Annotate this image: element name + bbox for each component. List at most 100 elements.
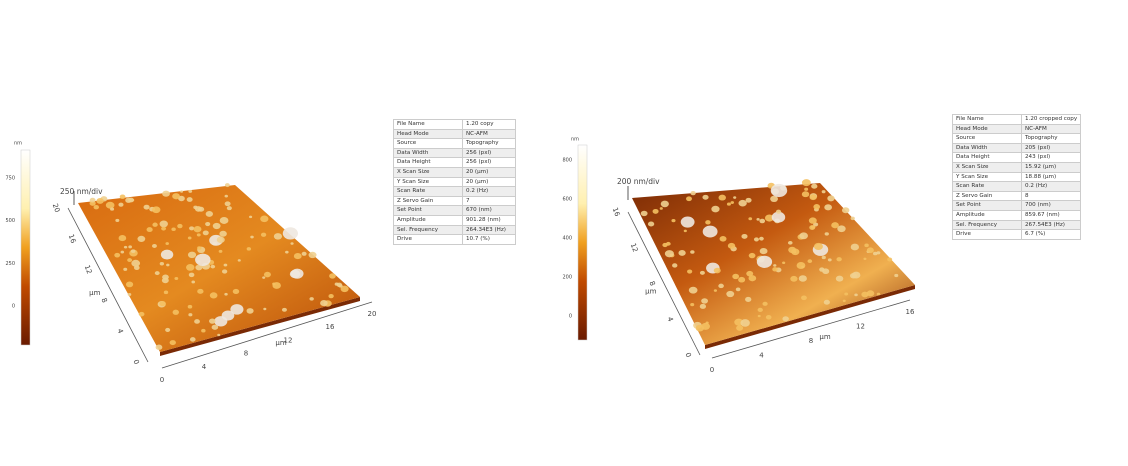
grain	[736, 325, 743, 331]
grain	[738, 277, 745, 283]
grain	[165, 242, 168, 245]
grain	[159, 301, 166, 306]
parameter-value: 10.7 (%)	[463, 235, 516, 245]
grain	[740, 319, 749, 327]
parameter-value: 267.54E3 (Hz)	[1022, 220, 1081, 230]
grain	[887, 257, 892, 261]
grain	[822, 256, 826, 259]
parameter-name: Z Servo Gain	[953, 191, 1022, 201]
grain	[209, 319, 216, 324]
grain	[152, 244, 157, 248]
grain	[690, 191, 695, 195]
grain	[749, 253, 756, 258]
grain	[701, 298, 708, 303]
grain	[648, 221, 654, 226]
grain	[802, 179, 811, 186]
grain	[758, 315, 761, 317]
grain	[294, 253, 302, 259]
grain	[760, 248, 768, 254]
parameter-value: 20 (µm)	[463, 167, 516, 177]
grain	[249, 216, 252, 219]
grain	[173, 310, 179, 315]
grain	[147, 227, 153, 232]
grain	[191, 281, 195, 284]
colorbar-unit: nm	[14, 141, 22, 147]
parameter-value: NC-AFM	[1022, 124, 1081, 134]
parameter-name: Set Point	[953, 201, 1022, 211]
axis-tick-label: 16	[326, 323, 335, 331]
parameter-value: 7	[463, 196, 516, 206]
grain	[754, 237, 759, 241]
colorbar-tick-label: 0	[12, 304, 15, 310]
grain	[213, 223, 221, 229]
grain	[212, 325, 219, 330]
parameter-name: Head Mode	[953, 124, 1022, 134]
grain	[788, 241, 793, 245]
grain	[247, 308, 254, 314]
axis-tick-label: 4	[115, 328, 124, 335]
grain	[219, 250, 223, 253]
grain	[782, 316, 788, 321]
grain	[233, 289, 239, 294]
grain	[809, 217, 817, 223]
grain	[96, 198, 103, 204]
grain	[864, 244, 868, 248]
grain	[690, 303, 694, 306]
grain	[894, 274, 898, 277]
grain	[759, 219, 765, 224]
grain	[641, 211, 648, 216]
table-row: SourceTopography	[394, 139, 516, 149]
table-row: Sel. Frequency264.34E3 (Hz)	[394, 225, 516, 235]
grain	[877, 293, 880, 296]
colorbar-tick-label: 400	[562, 236, 572, 242]
grain	[161, 250, 173, 260]
grain	[225, 201, 231, 206]
grain	[653, 209, 659, 214]
grain	[813, 204, 820, 209]
grain	[338, 284, 342, 287]
grain	[335, 282, 339, 285]
grain	[738, 200, 746, 207]
grain	[730, 201, 734, 204]
parameter-value: 0.2 (Hz)	[463, 187, 516, 197]
grain	[728, 243, 735, 249]
grain	[217, 334, 220, 336]
grain	[203, 230, 209, 235]
axis-tick-label: 4	[759, 352, 764, 360]
grain	[797, 262, 806, 269]
grain	[814, 243, 823, 250]
grain	[188, 305, 193, 309]
parameter-name: Z Servo Gain	[394, 196, 463, 206]
grain	[672, 263, 677, 267]
grain	[748, 217, 752, 220]
axis-tick-label: 0	[160, 376, 164, 384]
parameter-value: 859.67 (nm)	[1022, 210, 1081, 220]
parameter-name: Data Width	[953, 143, 1022, 153]
page: {"panels": [ {"colorbar": {"unit": "nm",…	[0, 0, 1128, 466]
parameter-name: Amplitude	[394, 215, 463, 225]
grain	[210, 292, 218, 298]
colorbar-tick-label: 200	[562, 275, 572, 281]
grain	[746, 198, 752, 203]
colorbar-unit: nm	[571, 137, 579, 143]
grain	[824, 300, 830, 305]
grain	[188, 313, 192, 316]
grain	[110, 207, 114, 210]
grain	[194, 319, 200, 324]
grain	[137, 236, 145, 242]
grain	[771, 184, 787, 197]
grain	[124, 246, 127, 249]
grain	[128, 198, 134, 203]
grain	[250, 236, 254, 239]
grain	[264, 272, 271, 278]
grain	[811, 225, 815, 229]
grain	[219, 231, 226, 237]
grain	[662, 243, 667, 247]
grain	[222, 310, 235, 320]
grain	[195, 254, 210, 266]
grain	[758, 308, 763, 312]
parameter-value: 700 (nm)	[1022, 201, 1081, 211]
parameter-name: File Name	[394, 120, 463, 130]
axis-tick-label: 16	[611, 206, 622, 218]
